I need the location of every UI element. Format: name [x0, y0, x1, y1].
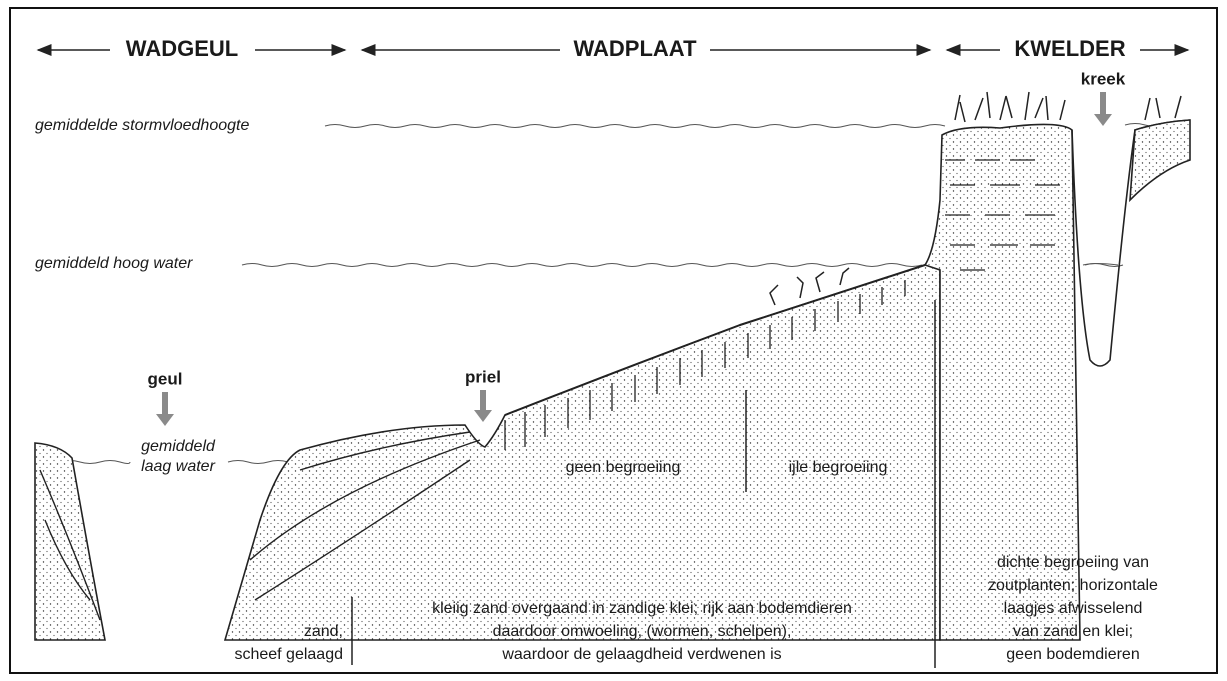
zone-note: ijle begroeiing — [789, 459, 888, 476]
marker-label: priel — [465, 367, 501, 386]
level-label: gemiddeld — [141, 438, 216, 455]
description: waardoor de gelaagdheid verdwenen is — [501, 646, 781, 663]
marker-label: kreek — [1081, 69, 1126, 88]
level-label: laag water — [141, 458, 215, 475]
marker-arrow — [156, 392, 174, 426]
description: daardoor omwoeling, (wormen, schelpen), — [493, 623, 792, 640]
zone-label: WADGEUL — [126, 36, 238, 61]
description: zoutplanten; horizontale — [988, 577, 1158, 594]
description: dichte begroeiing van — [997, 554, 1149, 571]
tidal-flat — [225, 260, 940, 640]
level-label: gemiddelde stormvloedhoogte — [35, 117, 249, 134]
salt-marsh — [1130, 120, 1190, 200]
zone-header: WADGEUL WADPLAAT KWELDER — [38, 36, 1188, 61]
level-label: gemiddeld hoog water — [35, 255, 193, 272]
diagram: WADGEUL WADPLAAT KWELDER gemiddelde stor… — [0, 0, 1227, 681]
marker-label: geul — [148, 369, 183, 388]
description: zand, — [304, 623, 343, 640]
description: kleiig zand overgaand in zandige klei; r… — [432, 600, 852, 617]
zone-note: geen begroeiing — [566, 459, 681, 476]
description: geen bodemdieren — [1006, 646, 1139, 663]
zone-label: KWELDER — [1014, 36, 1125, 61]
description: van zand en klei; — [1013, 623, 1133, 640]
marker-arrow — [474, 390, 492, 422]
marker-arrow — [1094, 92, 1112, 126]
description: laagjes afwisselend — [1004, 600, 1143, 617]
description: scheef gelaagd — [234, 646, 343, 663]
zone-label: WADPLAAT — [573, 36, 697, 61]
